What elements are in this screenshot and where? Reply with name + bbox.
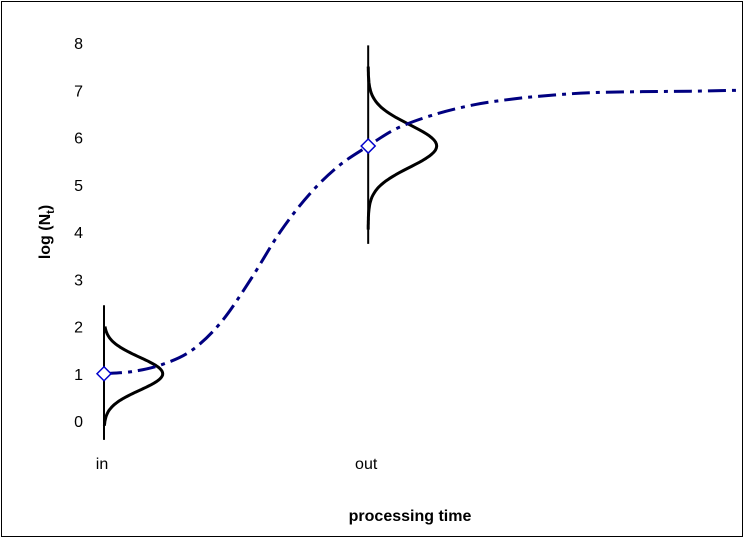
y-tick-label: 6 <box>74 131 83 148</box>
y-tick-label: 0 <box>74 414 83 431</box>
y-axis-title-close: ) <box>37 205 54 210</box>
y-axis: 0 1 2 3 4 5 6 7 8 <box>74 36 83 431</box>
y-tick-label: 7 <box>74 83 83 100</box>
y-axis-title-subscript: t <box>45 210 57 214</box>
y-tick-label: 8 <box>74 36 83 53</box>
y-axis-title-main: log (N <box>37 214 54 259</box>
distribution-curve <box>366 66 439 230</box>
x-category-label: in <box>96 456 108 473</box>
plot-area: in out <box>95 45 741 473</box>
x-axis-title: processing time <box>349 508 472 525</box>
diamond-marker <box>95 365 113 382</box>
x-category-label: out <box>355 456 378 473</box>
y-tick-label: 3 <box>74 272 83 289</box>
distribution-curve <box>102 326 165 426</box>
y-tick-label: 2 <box>74 320 83 337</box>
y-tick-label: 1 <box>74 367 83 384</box>
diamond-marker <box>360 137 377 155</box>
y-tick-label: 4 <box>74 225 83 242</box>
y-axis-title: log (Nt) <box>37 205 57 259</box>
y-tick-label: 5 <box>74 178 83 195</box>
